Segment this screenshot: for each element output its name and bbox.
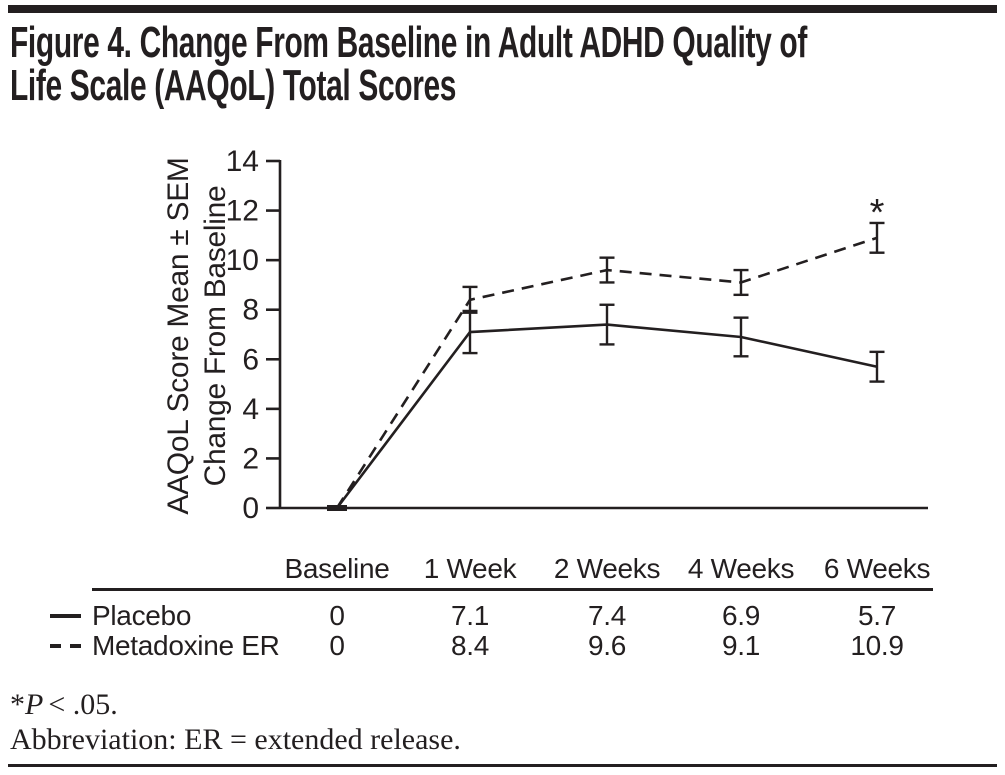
value-placebo-baseline: 0 [329, 600, 345, 631]
value-metadoxine-er-6-weeks: 10.9 [850, 630, 904, 661]
row-label-metadoxine-er: Metadoxine ER [92, 630, 280, 661]
y-axis-tick-label-14: 14 [226, 145, 259, 178]
significance-asterisk-marker: * [870, 192, 885, 234]
y-axis-tick-label-12: 12 [226, 195, 259, 228]
value-metadoxine-er-1-week: 8.4 [450, 630, 490, 661]
bottom-border-rule [8, 764, 997, 767]
y-axis-tick-label-10: 10 [226, 244, 259, 277]
y-axis-label-line-1: AAQoL Score Mean ± SEM [162, 157, 195, 515]
p-value-condition: < .05. [48, 688, 118, 721]
column-header-1-week: 1 Week [423, 553, 517, 584]
significance-footnote: *P < .05. [10, 688, 118, 722]
table-header-rule [92, 588, 933, 591]
top-border-rule [8, 5, 997, 13]
p-value-symbol: P [25, 688, 44, 721]
figure-title-line-2: Life Scale (AAQoL) Total Scores [10, 61, 457, 110]
y-axis-label-line-2: Change From Baseline [199, 185, 232, 487]
value-placebo-4-weeks: 6.9 [721, 600, 761, 631]
metadoxine-er-legend-key-dashed-line [50, 644, 81, 648]
abbreviation-footnote: Abbreviation: ER = extended release. [10, 723, 461, 756]
column-header-6-weeks: 6 Weeks [823, 553, 931, 584]
figure-title: Figure 4. Change From Baseline in Adult … [10, 18, 1005, 110]
row-label-placebo: Placebo [92, 600, 192, 631]
column-header-4-weeks: 4 Weeks [687, 553, 795, 584]
y-axis-label: AAQoL Score Mean ± SEM Change From Basel… [160, 157, 234, 514]
value-metadoxine-er-4-weeks: 9.1 [721, 630, 761, 661]
column-header-2-weeks: 2 Weeks [553, 553, 661, 584]
value-placebo-1-week: 7.1 [450, 600, 490, 631]
value-placebo-6-weeks: 5.7 [857, 600, 897, 631]
column-header-baseline: Baseline [284, 553, 390, 584]
placebo-legend-key-solid-line [50, 614, 81, 618]
significance-asterisk: * [10, 688, 25, 721]
y-axis-tick-label-6: 6 [242, 343, 259, 376]
y-axis-tick-label-0: 0 [242, 492, 259, 525]
baseline-overlap-marker [327, 505, 347, 511]
value-placebo-2-weeks: 7.4 [587, 600, 627, 631]
y-axis-tick-label-8: 8 [242, 294, 259, 327]
placebo-series-line [335, 323, 878, 509]
value-metadoxine-er-baseline: 0 [329, 630, 345, 661]
y-axis-tick-label-2: 2 [242, 442, 259, 475]
value-metadoxine-er-2-weeks: 9.6 [587, 630, 627, 661]
y-axis-tick-label-4: 4 [242, 393, 259, 426]
figure-title-line-1: Figure 4. Change From Baseline in Adult … [10, 18, 807, 67]
